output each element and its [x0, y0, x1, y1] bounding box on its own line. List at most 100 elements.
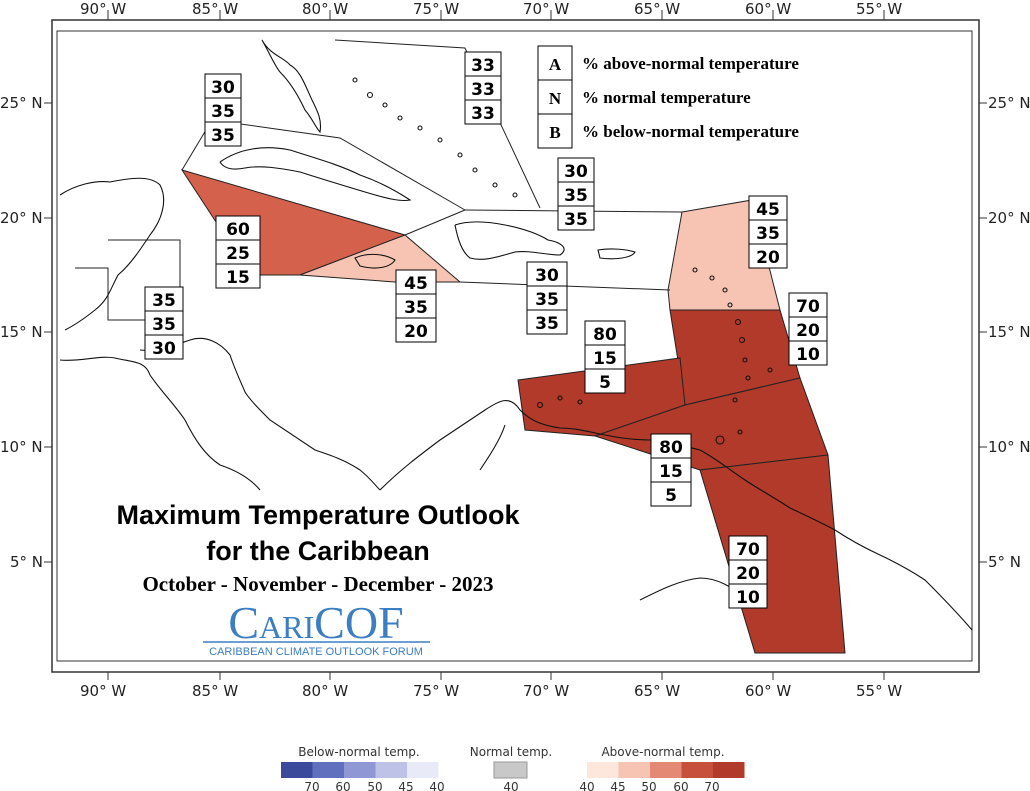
- zone-box-guianas: 70 20 10: [728, 535, 768, 609]
- zone-box-leewards: 45 35 20: [748, 195, 788, 269]
- lon-label: 60° W: [745, 0, 791, 18]
- lat-label: 10° N: [988, 438, 1030, 456]
- lon-labels-bottom: 90° W 85° W 80° W 75° W 70° W 65° W 60° …: [80, 682, 902, 700]
- lon-label: 80° W: [302, 0, 348, 18]
- zone-a-value: 70: [796, 297, 820, 317]
- zone-n-value: 20: [796, 321, 820, 341]
- zone-a-value: 45: [756, 200, 780, 220]
- lat-label: 25° N: [988, 94, 1030, 112]
- zone-n-value: 15: [593, 349, 617, 369]
- coastlines: [59, 39, 973, 631]
- zone-n-value: 25: [226, 244, 250, 264]
- zone-box-windwards: 70 20 10: [788, 292, 828, 366]
- zone-a-value: 60: [226, 220, 250, 240]
- zone-a-value: 45: [404, 274, 428, 294]
- lon-label: 90° W: [80, 682, 126, 700]
- lon-label: 80° W: [302, 682, 348, 700]
- zone-b-value: 30: [152, 339, 176, 359]
- zone-n-value: 35: [404, 298, 428, 318]
- key-n-text: % normal temperature: [582, 88, 751, 107]
- lon-labels-top: 90° W 85° W 80° W 75° W 70° W 65° W 60° …: [80, 0, 902, 18]
- map-title-line2: for the Caribbean: [206, 536, 430, 566]
- key-legend: A N B % above-normal temperature % norma…: [537, 45, 799, 149]
- axis-ticks: [44, 10, 987, 680]
- above-tick: 45: [610, 780, 625, 791]
- zone-a-value: 30: [211, 78, 235, 98]
- above-scale-swatch: [587, 762, 619, 778]
- lat-label: 15° N: [988, 323, 1030, 341]
- zone-b-value: 35: [535, 314, 559, 334]
- zone-a-value: 33: [471, 56, 495, 76]
- lat-label: 10° N: [0, 438, 43, 456]
- lat-label: 20° N: [988, 209, 1030, 227]
- zone-b-value: 35: [564, 210, 588, 230]
- caricof-logo-subtitle: CARIBBEAN CLIMATE OUTLOOK FORUM: [209, 646, 423, 658]
- zone-box-trinidad: 80 15 5: [650, 433, 692, 507]
- zone-n-value: 35: [535, 290, 559, 310]
- key-a-text: % above-normal temperature: [582, 54, 799, 73]
- above-tick: 60: [673, 780, 688, 791]
- above-scale-swatch: [618, 762, 650, 778]
- normal-tick: 40: [503, 780, 518, 791]
- zone-n-value: 35: [564, 186, 588, 206]
- zone-n-value: 20: [736, 564, 760, 584]
- lon-label: 55° W: [856, 682, 902, 700]
- zone-n-value: 35: [211, 102, 235, 122]
- zone-box-cayman: 60 25 15: [215, 215, 261, 289]
- lon-label: 75° W: [413, 682, 459, 700]
- map-period: October - November - December - 2023: [142, 572, 493, 596]
- key-n-letter: N: [549, 89, 562, 108]
- below-scale-swatch: [407, 762, 439, 778]
- lat-labels-left: 25° N 20° N 15° N 10° N 5° N: [0, 94, 43, 571]
- zone-b-value: 20: [756, 248, 780, 268]
- title-block: Maximum Temperature Outlook for the Cari…: [60, 492, 580, 660]
- zone-a-value: 80: [593, 325, 617, 345]
- above-scale-swatch: [650, 762, 682, 778]
- zone-box-hispaniola-north: 30 35 35: [557, 157, 595, 231]
- zone-n-value: 35: [152, 315, 176, 335]
- lon-label: 85° W: [192, 682, 238, 700]
- map-title-line1: Maximum Temperature Outlook: [116, 500, 520, 530]
- zone-b-value: 10: [796, 345, 820, 365]
- zone-b-value: 10: [736, 588, 760, 608]
- zone-a-value: 30: [564, 162, 588, 182]
- lon-label: 90° W: [80, 0, 126, 18]
- lon-label: 60° W: [745, 682, 791, 700]
- below-scale-swatch: [281, 762, 313, 778]
- below-tick: 45: [398, 780, 413, 791]
- key-b-text: % below-normal temperature: [582, 122, 799, 141]
- below-tick: 40: [429, 780, 444, 791]
- above-normal-label: Above-normal temp.: [601, 745, 724, 759]
- below-scale-swatch: [375, 762, 407, 778]
- zone-box-belize: 35 35 30: [144, 286, 184, 360]
- lat-label: 20° N: [0, 209, 43, 227]
- zone-a-value: 30: [535, 266, 559, 286]
- lon-label: 75° W: [413, 0, 459, 18]
- zone-b-value: 33: [471, 104, 495, 124]
- zone-b-value: 5: [665, 486, 677, 506]
- probability-scale: Below-normal temp. Normal temp. Above-no…: [281, 745, 745, 791]
- lon-label: 55° W: [856, 0, 902, 18]
- above-tick: 70: [704, 780, 719, 791]
- zone-n-value: 33: [471, 80, 495, 100]
- below-scale-swatches: [281, 762, 439, 778]
- key-b-letter: B: [549, 123, 560, 142]
- above-scale-swatch: [713, 762, 745, 778]
- below-tick: 50: [367, 780, 382, 791]
- zone-n-value: 35: [756, 224, 780, 244]
- zone-b-value: 20: [404, 322, 428, 342]
- zone-a-value: 70: [736, 540, 760, 560]
- lat-label: 25° N: [0, 94, 43, 112]
- zone-a-value: 35: [152, 291, 176, 311]
- lat-label: 15° N: [0, 323, 43, 341]
- lat-label: 5° N: [988, 553, 1021, 571]
- zone-a-value: 80: [659, 438, 683, 458]
- lon-label: 65° W: [634, 682, 680, 700]
- zone-box-hispaniola-south: 30 35 35: [526, 261, 568, 335]
- zone-box-gulf-cuba: 30 35 35: [204, 73, 242, 147]
- above-tick: 50: [641, 780, 656, 791]
- below-tick: 60: [335, 780, 350, 791]
- zone-box-abc-islands: 80 15 5: [584, 320, 626, 394]
- lon-label: 85° W: [192, 0, 238, 18]
